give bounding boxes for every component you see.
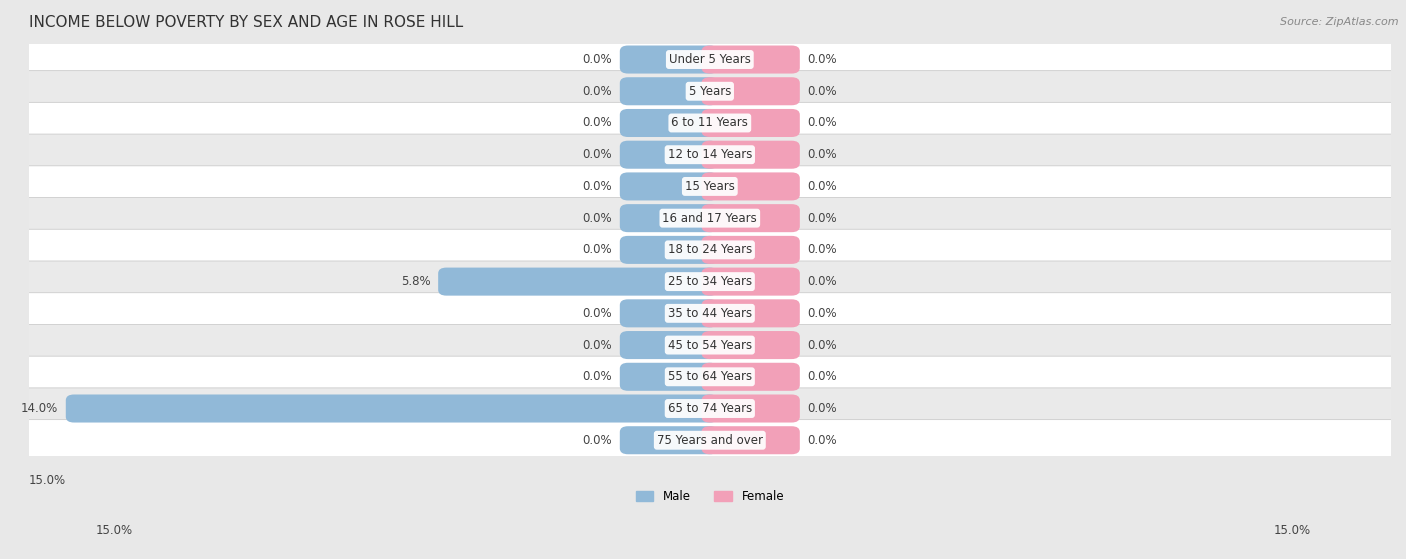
FancyBboxPatch shape [17, 420, 1402, 461]
FancyBboxPatch shape [702, 236, 800, 264]
Text: 18 to 24 Years: 18 to 24 Years [668, 243, 752, 257]
FancyBboxPatch shape [17, 134, 1402, 176]
Text: 0.0%: 0.0% [807, 307, 837, 320]
Text: 0.0%: 0.0% [807, 339, 837, 352]
Text: 0.0%: 0.0% [807, 85, 837, 98]
FancyBboxPatch shape [702, 395, 800, 423]
FancyBboxPatch shape [17, 388, 1402, 429]
Text: 16 and 17 Years: 16 and 17 Years [662, 212, 758, 225]
FancyBboxPatch shape [620, 236, 718, 264]
FancyBboxPatch shape [702, 204, 800, 232]
FancyBboxPatch shape [17, 70, 1402, 112]
Text: 14.0%: 14.0% [21, 402, 58, 415]
FancyBboxPatch shape [620, 299, 718, 328]
FancyBboxPatch shape [702, 172, 800, 201]
FancyBboxPatch shape [620, 77, 718, 105]
Text: 35 to 44 Years: 35 to 44 Years [668, 307, 752, 320]
Text: 0.0%: 0.0% [582, 243, 612, 257]
FancyBboxPatch shape [620, 204, 718, 232]
Text: 0.0%: 0.0% [807, 212, 837, 225]
Text: 0.0%: 0.0% [582, 212, 612, 225]
Text: 0.0%: 0.0% [807, 180, 837, 193]
Text: 0.0%: 0.0% [807, 116, 837, 130]
FancyBboxPatch shape [702, 141, 800, 169]
FancyBboxPatch shape [620, 363, 718, 391]
Text: 12 to 14 Years: 12 to 14 Years [668, 148, 752, 161]
Text: 0.0%: 0.0% [807, 402, 837, 415]
FancyBboxPatch shape [702, 268, 800, 296]
FancyBboxPatch shape [17, 356, 1402, 397]
Text: 0.0%: 0.0% [582, 370, 612, 383]
FancyBboxPatch shape [17, 293, 1402, 334]
Text: 15.0%: 15.0% [1274, 524, 1310, 537]
Text: 0.0%: 0.0% [807, 434, 837, 447]
FancyBboxPatch shape [702, 45, 800, 74]
FancyBboxPatch shape [702, 109, 800, 137]
Legend: Male, Female: Male, Female [631, 486, 789, 508]
FancyBboxPatch shape [17, 197, 1402, 239]
Text: 15.0%: 15.0% [96, 524, 132, 537]
Text: 45 to 54 Years: 45 to 54 Years [668, 339, 752, 352]
Text: 15.0%: 15.0% [28, 473, 66, 486]
Text: 25 to 34 Years: 25 to 34 Years [668, 275, 752, 288]
Text: 65 to 74 Years: 65 to 74 Years [668, 402, 752, 415]
FancyBboxPatch shape [702, 331, 800, 359]
Text: 6 to 11 Years: 6 to 11 Years [672, 116, 748, 130]
Text: 0.0%: 0.0% [582, 116, 612, 130]
FancyBboxPatch shape [17, 39, 1402, 80]
FancyBboxPatch shape [620, 109, 718, 137]
Text: 0.0%: 0.0% [582, 339, 612, 352]
FancyBboxPatch shape [620, 426, 718, 454]
Text: 0.0%: 0.0% [807, 53, 837, 66]
Text: 0.0%: 0.0% [582, 53, 612, 66]
FancyBboxPatch shape [439, 268, 718, 296]
Text: 0.0%: 0.0% [582, 85, 612, 98]
Text: 0.0%: 0.0% [582, 434, 612, 447]
FancyBboxPatch shape [17, 261, 1402, 302]
Text: 0.0%: 0.0% [582, 148, 612, 161]
FancyBboxPatch shape [620, 45, 718, 74]
Text: INCOME BELOW POVERTY BY SEX AND AGE IN ROSE HILL: INCOME BELOW POVERTY BY SEX AND AGE IN R… [28, 15, 463, 30]
Text: 55 to 64 Years: 55 to 64 Years [668, 370, 752, 383]
FancyBboxPatch shape [17, 229, 1402, 271]
FancyBboxPatch shape [702, 426, 800, 454]
Text: 0.0%: 0.0% [582, 307, 612, 320]
FancyBboxPatch shape [17, 102, 1402, 144]
Text: Under 5 Years: Under 5 Years [669, 53, 751, 66]
Text: 15 Years: 15 Years [685, 180, 735, 193]
FancyBboxPatch shape [702, 77, 800, 105]
FancyBboxPatch shape [702, 363, 800, 391]
FancyBboxPatch shape [66, 395, 718, 423]
FancyBboxPatch shape [17, 324, 1402, 366]
Text: 5 Years: 5 Years [689, 85, 731, 98]
FancyBboxPatch shape [17, 166, 1402, 207]
Text: 0.0%: 0.0% [807, 148, 837, 161]
Text: 5.8%: 5.8% [401, 275, 430, 288]
Text: 0.0%: 0.0% [807, 275, 837, 288]
Text: 0.0%: 0.0% [807, 370, 837, 383]
Text: 0.0%: 0.0% [582, 180, 612, 193]
Text: 75 Years and over: 75 Years and over [657, 434, 763, 447]
Text: Source: ZipAtlas.com: Source: ZipAtlas.com [1281, 17, 1399, 27]
FancyBboxPatch shape [620, 141, 718, 169]
Text: 0.0%: 0.0% [807, 243, 837, 257]
FancyBboxPatch shape [620, 172, 718, 201]
FancyBboxPatch shape [620, 331, 718, 359]
FancyBboxPatch shape [702, 299, 800, 328]
